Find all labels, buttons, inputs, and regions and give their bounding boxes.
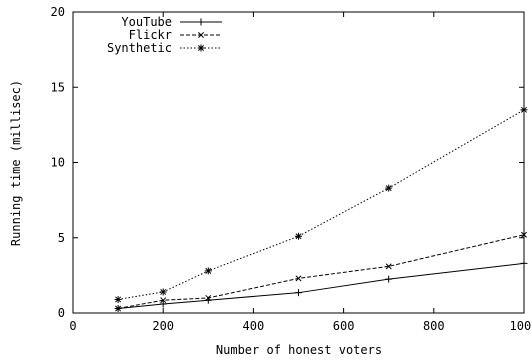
legend-label-flickr: Flickr [129,28,172,42]
data-point-flickr [115,305,122,312]
axes [72,11,525,314]
data-point-synthetic [520,106,528,114]
data-point-youtube [159,300,167,308]
data-point-flickr [205,294,212,301]
y-tick-label: 0 [58,306,65,320]
series-line-synthetic [118,109,525,300]
x-tick-label: 600 [333,319,355,333]
data-point-youtube [385,275,393,283]
data-point-synthetic [295,232,302,240]
x-tick-label: 0 [69,319,76,333]
x-axis-title: Number of honest voters [216,343,382,357]
series-group [114,106,528,312]
data-point-youtube [520,259,528,267]
legend-marker-flickr [198,32,204,38]
y-tick-label: 15 [51,80,65,94]
legend-marker-youtube [197,18,205,26]
data-point-synthetic [385,184,393,192]
data-point-flickr [295,275,302,282]
series-line-flickr [118,234,525,309]
legend-marker-synthetic [197,44,205,52]
data-point-flickr [160,297,167,304]
data-point-synthetic [114,295,122,303]
y-tick-label: 20 [51,5,65,19]
data-point-synthetic [204,267,212,275]
legend-label-synthetic: Synthetic [107,41,172,55]
x-tick-label: 400 [243,319,265,333]
data-point-youtube [295,289,302,297]
y-tick-label: 10 [51,156,65,170]
x-tick-label: 200 [152,319,174,333]
legend-label-youtube: YouTube [121,15,172,29]
plot-frame [72,11,525,314]
y-axis-title: Running time (millisec) [9,80,23,246]
y-tick-label: 5 [58,231,65,245]
series-line-youtube [118,262,525,309]
data-point-synthetic [159,288,167,296]
x-tick-label: 800 [423,319,445,333]
data-point-flickr [385,263,392,270]
data-point-flickr [521,231,527,238]
